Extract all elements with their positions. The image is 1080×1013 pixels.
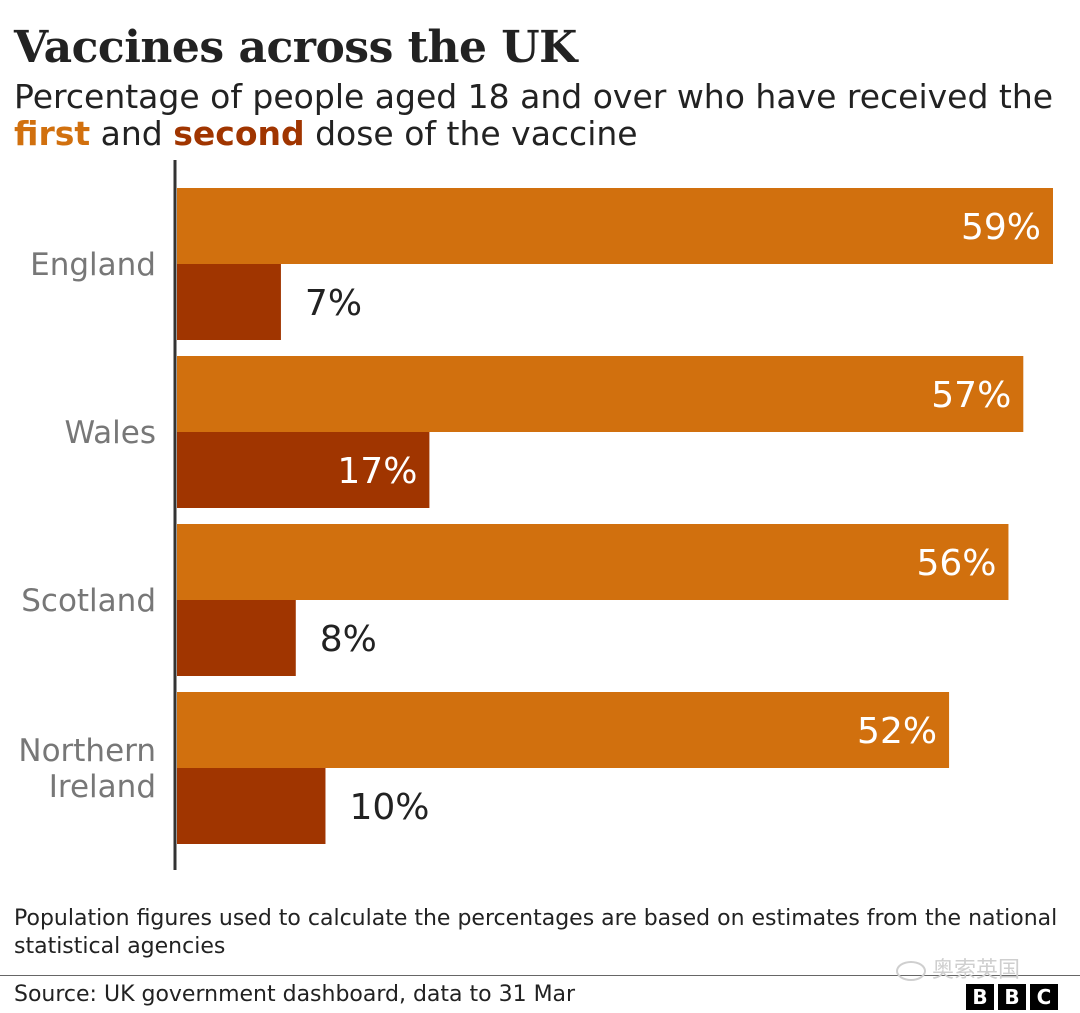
bar-second-wales xyxy=(177,432,430,508)
category-label-northern-ireland: Ireland xyxy=(49,769,156,805)
subtitle-middle: and xyxy=(90,114,174,153)
wechat-icon xyxy=(896,961,926,981)
chart-title: Vaccines across the UK xyxy=(14,22,577,73)
subtitle-first-highlight: first xyxy=(14,114,91,153)
category-label-scotland: Scotland xyxy=(21,583,156,619)
bar-second-northern-ireland xyxy=(177,768,326,844)
category-label-wales: Wales xyxy=(64,415,156,451)
data-label-second-wales: 17% xyxy=(337,451,417,492)
category-label-northern-ireland: Northern xyxy=(18,733,156,769)
subtitle-second-highlight: second xyxy=(173,114,305,153)
data-label-first-scotland: 56% xyxy=(916,543,996,584)
bar-first-scotland xyxy=(177,524,1009,600)
bar-chart: England 59% 7% Wales 57% 17% Scotland 56% 8% Nort… xyxy=(18,160,1053,870)
bar-first-wales xyxy=(177,356,1024,432)
bbc-logo-block-2: B xyxy=(998,984,1026,1010)
category-label-england: England xyxy=(30,247,156,283)
data-label-first-northern-ireland: 52% xyxy=(857,711,937,752)
subtitle-suffix: dose of the vaccine xyxy=(304,114,638,153)
bar-second-england xyxy=(177,264,281,340)
subtitle-prefix: Percentage of people aged 18 and over wh… xyxy=(14,77,1054,116)
data-label-second-northern-ireland: 10% xyxy=(349,787,429,828)
watermark: 奥索英国 xyxy=(896,952,1020,984)
data-label-second-scotland: 8% xyxy=(320,619,377,660)
bar-first-northern-ireland xyxy=(177,692,950,768)
data-label-first-wales: 57% xyxy=(931,375,1011,416)
chart-subtitle: Percentage of people aged 18 and over wh… xyxy=(14,78,1074,152)
source-note: Source: UK government dashboard, data to… xyxy=(14,982,576,1007)
bbc-logo: B B C xyxy=(966,984,1058,1010)
data-label-first-england: 59% xyxy=(961,207,1041,248)
data-label-second-england: 7% xyxy=(305,283,362,324)
watermark-text: 奥索英国 xyxy=(932,958,1021,983)
bar-first-england xyxy=(177,188,1053,264)
footnote: Population figures used to calculate the… xyxy=(14,906,1058,959)
bbc-logo-block-3: C xyxy=(1030,984,1058,1010)
bar-second-scotland xyxy=(177,600,296,676)
footer-divider xyxy=(0,975,1080,976)
bbc-logo-block-1: B xyxy=(966,984,994,1010)
